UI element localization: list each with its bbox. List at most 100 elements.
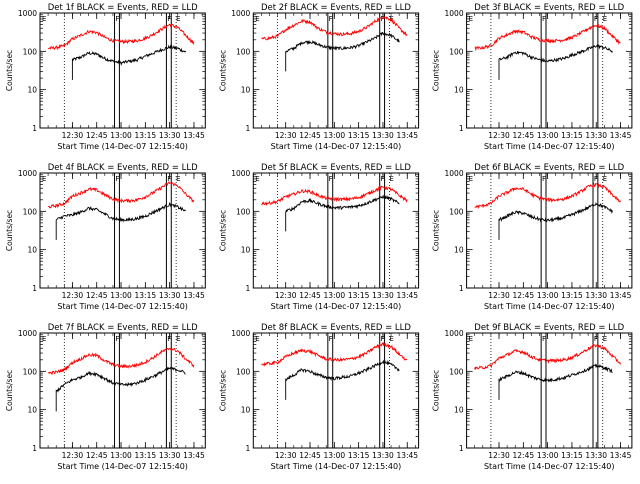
panel-title: Det 6f BLACK = Events, RED = LLD <box>474 163 624 173</box>
y-tick-label: 1 <box>459 444 464 453</box>
y-tick-label: 10 <box>454 86 464 95</box>
x-tick-label: 13:15 <box>135 291 157 300</box>
x-tick-label: 13:30 <box>159 291 181 300</box>
marker-letter: F <box>594 175 598 183</box>
marker-letter: F <box>542 175 546 183</box>
y-tick-label: 100 <box>23 207 38 216</box>
panel-det-4: Det 4f BLACK = Events, RED = LLD 1 10 100 10… <box>5 163 206 311</box>
panel-title: Det 2f BLACK = Events, RED = LLD <box>261 3 411 13</box>
panel-det-2: Det 2f BLACK = Events, RED = LLD 1 10 100 10… <box>218 3 420 151</box>
y-tick-label: 100 <box>449 47 464 56</box>
plot-frame <box>466 172 633 289</box>
marker-letter: E <box>255 335 259 343</box>
x-tick-label: 13:00 <box>324 451 346 460</box>
plot-frame <box>39 332 206 449</box>
x-tick-label: 13:15 <box>561 131 583 140</box>
x-tick-label: 13:00 <box>110 291 132 300</box>
x-tick-label: 13:45 <box>396 131 418 140</box>
marker-letter: F <box>329 335 333 343</box>
x-tick-label: 12:30 <box>488 451 510 460</box>
x-tick-label: 13:30 <box>159 131 181 140</box>
y-tick-label: 1000 <box>445 329 464 338</box>
marker-letter: F <box>381 335 385 343</box>
events-series-line <box>71 44 187 80</box>
x-tick-label: 12:30 <box>62 291 84 300</box>
events-series-line <box>498 201 613 240</box>
y-tick-label: 100 <box>449 207 464 216</box>
x-tick-label: 12:45 <box>299 451 321 460</box>
y-tick-label: 1 <box>246 284 251 293</box>
events-series-line <box>285 194 400 232</box>
y-axis-label: Counts/sec <box>432 210 441 251</box>
x-axis-label: Start Time (14-Dec-07 12:15:40) <box>484 142 615 151</box>
lld-series-line <box>47 23 195 51</box>
x-tick-label: 13:15 <box>135 131 157 140</box>
panel-title: Det 9f BLACK = Events, RED = LLD <box>474 323 624 333</box>
y-axis-label: Counts/sec <box>5 370 14 411</box>
x-tick-label: 13:30 <box>372 291 394 300</box>
panel-title: Det 3f BLACK = Events, RED = LLD <box>474 3 624 13</box>
x-tick-label: 13:30 <box>159 451 181 460</box>
y-tick-label: 1 <box>246 444 251 453</box>
y-tick-label: 10 <box>241 406 251 415</box>
marker-letter: E <box>603 175 607 183</box>
x-tick-label: 12:45 <box>86 451 108 460</box>
x-tick-label: 13:00 <box>537 131 559 140</box>
marker-letter: E <box>255 15 259 23</box>
x-axis-label: Start Time (14-Dec-07 12:15:40) <box>57 142 188 151</box>
marker-letter: F <box>167 175 171 183</box>
y-tick-label: 100 <box>236 367 251 376</box>
y-axis-label: Counts/sec <box>5 210 14 251</box>
y-tick-label: 100 <box>236 47 251 56</box>
x-axis-label: Start Time (14-Dec-07 12:15:40) <box>271 462 402 471</box>
lld-series-line <box>261 185 408 206</box>
panel-det-6: Det 6f BLACK = Events, RED = LLD 1 10 100 10… <box>432 163 633 311</box>
events-series-line <box>498 363 613 400</box>
marker-letter: E <box>176 175 180 183</box>
y-tick-label: 100 <box>23 367 38 376</box>
x-tick-label: 13:45 <box>183 131 205 140</box>
x-tick-label: 13:00 <box>110 131 132 140</box>
marker-letter: F <box>381 15 385 23</box>
y-axis-label: Counts/sec <box>218 370 227 411</box>
y-axis-label: Counts/sec <box>218 210 227 251</box>
lld-series-line <box>261 341 408 367</box>
x-tick-label: 12:45 <box>299 131 321 140</box>
y-tick-label: 1000 <box>18 169 37 178</box>
lld-series-line <box>474 182 621 210</box>
x-axis-label: Start Time (14-Dec-07 12:15:40) <box>271 142 402 151</box>
x-tick-label: 12:30 <box>488 291 510 300</box>
marker-letter: F <box>115 15 119 23</box>
x-tick-label: 13:15 <box>561 451 583 460</box>
x-tick-label: 13:45 <box>610 451 632 460</box>
x-tick-label: 13:45 <box>610 291 632 300</box>
plot-frame <box>252 332 420 449</box>
marker-letter: E <box>389 335 393 343</box>
x-tick-label: 13:15 <box>348 451 370 460</box>
y-tick-label: 10 <box>454 406 464 415</box>
y-tick-label: 1000 <box>18 329 37 338</box>
x-tick-label: 13:30 <box>585 291 607 300</box>
y-tick-label: 1 <box>246 124 251 133</box>
x-tick-label: 13:45 <box>396 291 418 300</box>
marker-letter: E <box>469 335 473 343</box>
lld-series-line <box>474 343 621 371</box>
panel-det-7: Det 7f BLACK = Events, RED = LLD 1 10 100 10… <box>5 323 206 471</box>
x-tick-label: 13:00 <box>110 451 132 460</box>
marker-letter: E <box>42 175 46 183</box>
y-tick-label: 100 <box>236 207 251 216</box>
x-tick-label: 12:45 <box>86 291 108 300</box>
y-tick-label: 1 <box>32 124 37 133</box>
panel-det-8: Det 8f BLACK = Events, RED = LLD 1 10 100 10… <box>218 323 420 471</box>
x-tick-label: 12:45 <box>299 291 321 300</box>
y-tick-label: 1 <box>32 284 37 293</box>
lld-series-line <box>47 347 195 375</box>
x-axis-label: Start Time (14-Dec-07 12:15:40) <box>57 462 188 471</box>
plot-frame <box>466 12 633 129</box>
y-axis-label: Counts/sec <box>218 50 227 91</box>
marker-letter: E <box>42 335 46 343</box>
plot-frame <box>39 172 206 289</box>
marker-letter: F <box>381 175 385 183</box>
